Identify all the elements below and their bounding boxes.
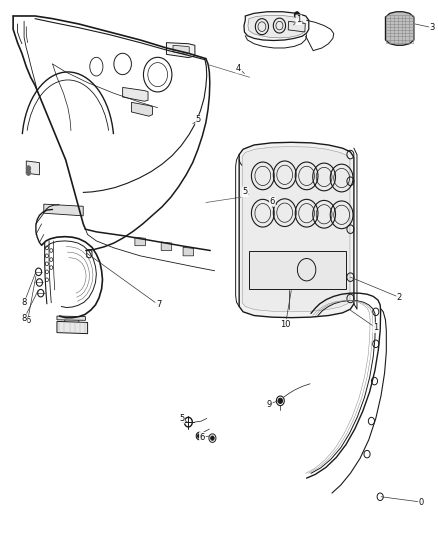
Text: 7: 7 bbox=[156, 301, 161, 309]
Polygon shape bbox=[26, 161, 39, 175]
Text: 2: 2 bbox=[397, 293, 402, 302]
Polygon shape bbox=[161, 242, 172, 251]
Polygon shape bbox=[242, 147, 350, 312]
Text: 6: 6 bbox=[25, 317, 30, 325]
Polygon shape bbox=[57, 321, 88, 334]
Text: 0: 0 bbox=[419, 498, 424, 506]
Polygon shape bbox=[244, 12, 309, 41]
Circle shape bbox=[211, 436, 214, 440]
Circle shape bbox=[294, 12, 300, 18]
Text: 10: 10 bbox=[280, 320, 291, 328]
Text: 5: 5 bbox=[179, 414, 184, 423]
Text: 8: 8 bbox=[21, 298, 27, 307]
Polygon shape bbox=[65, 319, 79, 323]
Text: 1: 1 bbox=[296, 15, 301, 24]
Text: 6: 6 bbox=[200, 433, 205, 441]
Text: 6: 6 bbox=[270, 197, 275, 206]
Polygon shape bbox=[57, 316, 85, 320]
Polygon shape bbox=[288, 21, 305, 32]
Text: 3: 3 bbox=[430, 23, 435, 32]
Polygon shape bbox=[385, 12, 414, 45]
Text: 5: 5 bbox=[196, 116, 201, 124]
Polygon shape bbox=[249, 251, 346, 289]
Polygon shape bbox=[123, 87, 148, 101]
Polygon shape bbox=[183, 247, 194, 256]
Text: 4: 4 bbox=[236, 64, 241, 72]
Text: 5: 5 bbox=[243, 188, 248, 196]
Polygon shape bbox=[131, 102, 152, 116]
Text: 8: 8 bbox=[21, 314, 27, 323]
Circle shape bbox=[26, 170, 31, 175]
Text: 9: 9 bbox=[267, 400, 272, 408]
Polygon shape bbox=[173, 45, 189, 54]
Polygon shape bbox=[166, 43, 195, 58]
Text: 1: 1 bbox=[373, 324, 378, 332]
Polygon shape bbox=[248, 15, 304, 38]
Polygon shape bbox=[44, 204, 83, 216]
Polygon shape bbox=[239, 142, 354, 318]
Circle shape bbox=[26, 166, 31, 171]
Polygon shape bbox=[135, 237, 145, 246]
Circle shape bbox=[278, 398, 283, 403]
Circle shape bbox=[198, 434, 201, 438]
